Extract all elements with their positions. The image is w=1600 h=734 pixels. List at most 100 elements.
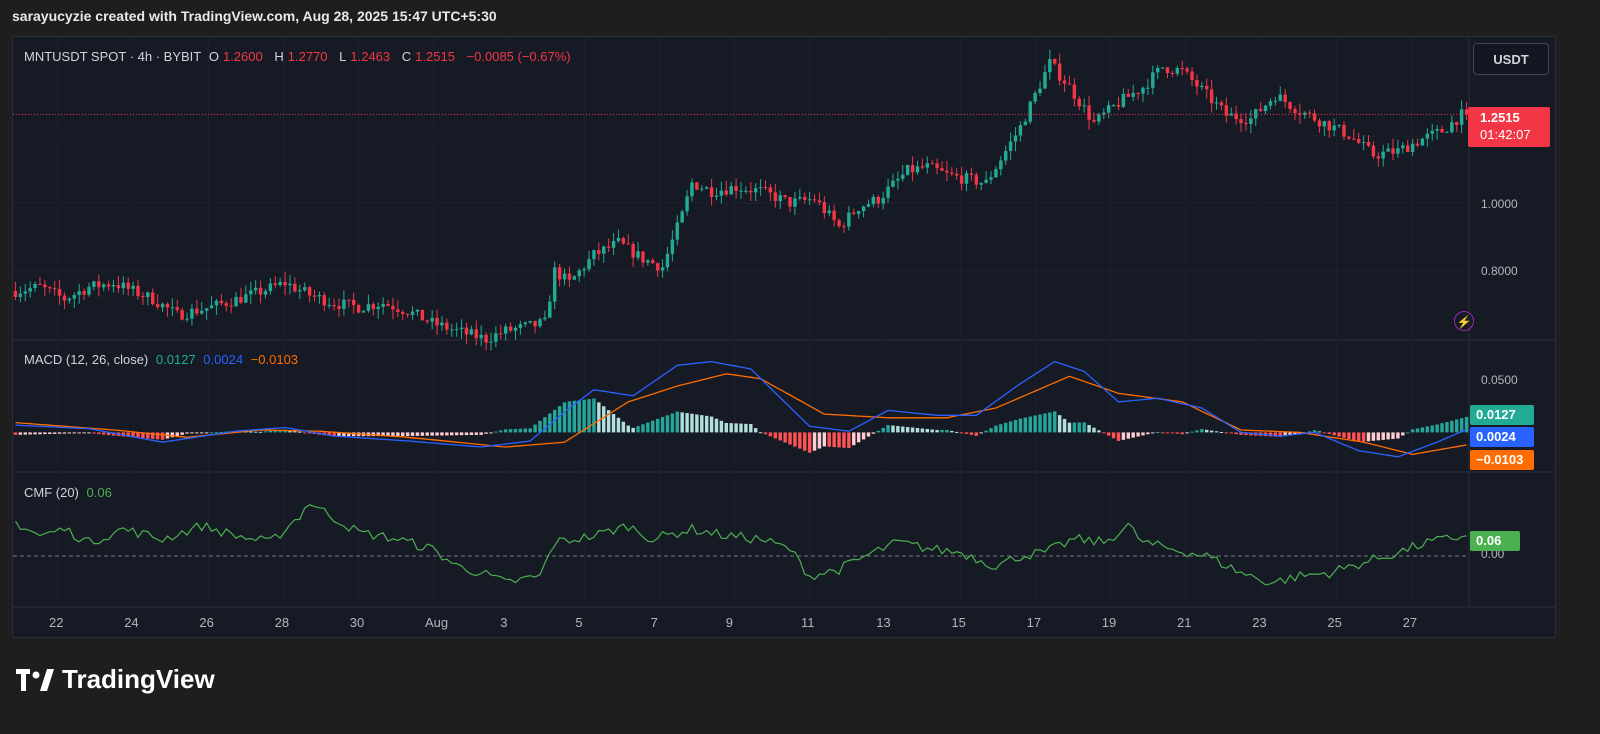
macd-histogram-bar xyxy=(209,432,214,434)
macd-histogram-bar xyxy=(1317,431,1322,433)
macd-histogram-bar xyxy=(268,430,273,433)
candle-body xyxy=(1155,67,1160,73)
candle-body xyxy=(1303,112,1307,115)
candle-body xyxy=(307,287,312,296)
macd-histogram-bar xyxy=(195,432,199,434)
candle-body xyxy=(1160,67,1165,69)
candle-body xyxy=(1278,94,1282,101)
candle-body xyxy=(1200,85,1204,87)
candle-body xyxy=(749,190,753,193)
candle-body xyxy=(832,210,836,221)
symbol-title[interactable]: MNTUSDT SPOT · 4h · BYBIT xyxy=(24,49,202,64)
candle-body xyxy=(327,304,331,306)
macd-histogram-bar xyxy=(249,431,253,433)
candle-body xyxy=(528,320,532,323)
candle-body xyxy=(1209,89,1214,104)
candle-body xyxy=(1381,151,1385,159)
macd-histogram-bar xyxy=(572,400,577,433)
candle-body xyxy=(234,296,238,307)
macd-histogram-bar xyxy=(1420,427,1425,433)
macd-histogram-bar xyxy=(1298,432,1302,434)
candle-body xyxy=(268,283,273,292)
candle-body xyxy=(332,304,336,307)
macd-histogram-bar xyxy=(160,432,165,440)
macd-title[interactable]: MACD (12, 26, close) xyxy=(24,352,149,367)
macd-histogram-bar xyxy=(87,432,91,434)
macd-histogram-bar xyxy=(1268,432,1273,437)
macd-histogram-bar xyxy=(1410,429,1415,433)
macd-histogram-bar xyxy=(101,432,106,435)
macd-histogram-bar xyxy=(1067,422,1072,433)
candle-body xyxy=(508,326,513,331)
macd-histogram-bar xyxy=(1082,422,1086,433)
candle-body xyxy=(709,187,714,197)
macd-histogram-bar xyxy=(420,432,425,436)
macd-histogram-bar xyxy=(1048,412,1052,433)
candle-body xyxy=(219,300,224,304)
candle-body xyxy=(494,333,498,342)
candle-body xyxy=(1263,105,1268,112)
candle-body xyxy=(249,290,253,295)
candle-body xyxy=(1062,80,1067,84)
macd-histogram-bar xyxy=(999,424,1003,433)
candle-body xyxy=(1092,119,1096,122)
cmf-title[interactable]: CMF (20) xyxy=(24,485,79,500)
macd-histogram-bar xyxy=(837,432,841,448)
candle-body xyxy=(366,304,371,311)
candle-body xyxy=(1244,122,1248,125)
candle-body xyxy=(1322,121,1327,127)
candle-body xyxy=(136,285,140,296)
candle-body xyxy=(592,250,596,260)
time-axis-label: 28 xyxy=(274,615,290,630)
macd-histogram-bar xyxy=(1224,432,1229,434)
time-axis-label: 30 xyxy=(349,615,365,630)
candle-body xyxy=(445,322,449,330)
candle-body xyxy=(945,170,949,173)
currency-button[interactable]: USDT xyxy=(1473,43,1549,75)
candle-body xyxy=(1371,145,1376,157)
macd-histogram-bar xyxy=(327,432,331,436)
macd-histogram-bar xyxy=(964,432,969,434)
macd-histogram-bar xyxy=(1356,432,1361,442)
macd-histogram-bar xyxy=(915,428,920,433)
chart-frame[interactable]: MNTUSDT SPOT · 4h · BYBIT O 1.2600 H 1.277… xyxy=(12,36,1556,638)
macd-histogram-bar xyxy=(665,415,670,433)
candle-body xyxy=(190,308,194,319)
candle-body xyxy=(244,294,248,303)
macd-histogram-bar xyxy=(302,432,307,434)
chart-canvas[interactable] xyxy=(13,37,1556,638)
candle-body xyxy=(999,160,1003,170)
candle-body xyxy=(1018,125,1023,136)
candle-body xyxy=(302,287,307,291)
candle-body xyxy=(214,300,219,306)
candle-body xyxy=(1121,93,1126,107)
lightning-icon[interactable]: ⚡ xyxy=(1454,311,1474,331)
candle-body xyxy=(768,187,773,193)
candle-body xyxy=(1283,94,1287,103)
candle-body xyxy=(1151,72,1155,88)
candle-body xyxy=(1106,105,1111,113)
candle-body xyxy=(1185,68,1189,72)
macd-histogram-bar xyxy=(856,432,861,443)
macd-histogram-bar xyxy=(435,432,439,436)
macd-histogram-bar xyxy=(469,432,474,436)
macd-histogram-bar xyxy=(940,429,944,433)
candle-body xyxy=(425,320,429,322)
candle-body xyxy=(1445,132,1449,134)
candle-body xyxy=(700,188,704,190)
candle-body xyxy=(1214,102,1219,104)
macd-histogram-bar xyxy=(337,432,341,437)
macd-histogram-bar xyxy=(52,432,57,434)
candle-body xyxy=(13,291,18,297)
candle-body xyxy=(1023,121,1028,126)
macd-histogram-bar xyxy=(214,432,219,434)
macd-histogram-bar xyxy=(1288,432,1292,436)
candle-body xyxy=(38,283,42,285)
candle-body xyxy=(1435,128,1439,131)
macd-histogram-bar xyxy=(641,424,645,433)
candle-body xyxy=(1410,143,1415,153)
candle-body xyxy=(121,282,126,289)
candle-body xyxy=(886,186,890,198)
candle-body xyxy=(298,290,302,292)
macd-histogram-bar xyxy=(136,432,140,438)
